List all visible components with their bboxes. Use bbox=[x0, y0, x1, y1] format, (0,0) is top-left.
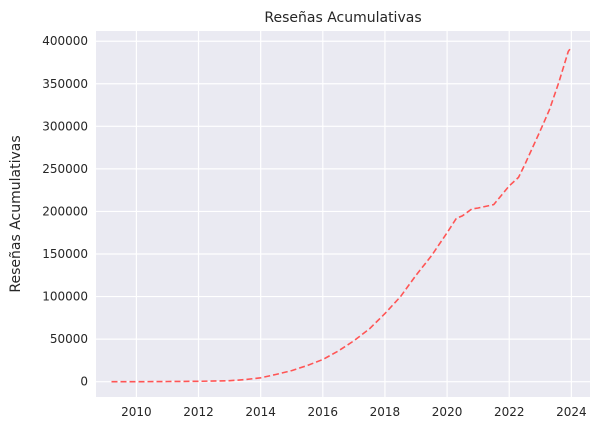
x-tick-label: 2014 bbox=[245, 405, 276, 419]
y-tick-label: 50000 bbox=[50, 332, 88, 346]
x-gridlines bbox=[135, 31, 572, 397]
y-tick-label: 250000 bbox=[42, 162, 88, 176]
y-tick-label: 200000 bbox=[42, 204, 88, 218]
y-tick-label: 150000 bbox=[42, 247, 88, 261]
x-tick-label: 2018 bbox=[370, 405, 401, 419]
x-tick-label: 2022 bbox=[494, 405, 525, 419]
x-tick-label: 2024 bbox=[556, 405, 587, 419]
x-tick-label: 2010 bbox=[121, 405, 152, 419]
y-tick-label: 100000 bbox=[42, 290, 88, 304]
y-tick-label: 350000 bbox=[42, 77, 88, 91]
x-tick-label: 2016 bbox=[308, 405, 339, 419]
y-tick-label: 0 bbox=[80, 375, 88, 389]
y-tick-labels: 0 50000 100000 150000 200000 250000 300000 3500… bbox=[42, 34, 88, 388]
x-tick-label: 2012 bbox=[183, 405, 214, 419]
chart-title: Reseñas Acumulativas bbox=[264, 10, 421, 26]
plot-area bbox=[96, 31, 590, 397]
y-axis-label: Reseñas Acumulativas bbox=[8, 135, 24, 292]
y-gridlines bbox=[96, 40, 590, 383]
x-tick-labels: 2010 2012 2014 2016 2018 2020 2022 2024 bbox=[121, 405, 587, 419]
series-line-0 bbox=[111, 46, 573, 383]
y-tick-label: 400000 bbox=[42, 34, 88, 48]
x-tick-label: 2020 bbox=[432, 405, 463, 419]
y-tick-label: 300000 bbox=[42, 119, 88, 133]
series-layer bbox=[111, 46, 573, 383]
